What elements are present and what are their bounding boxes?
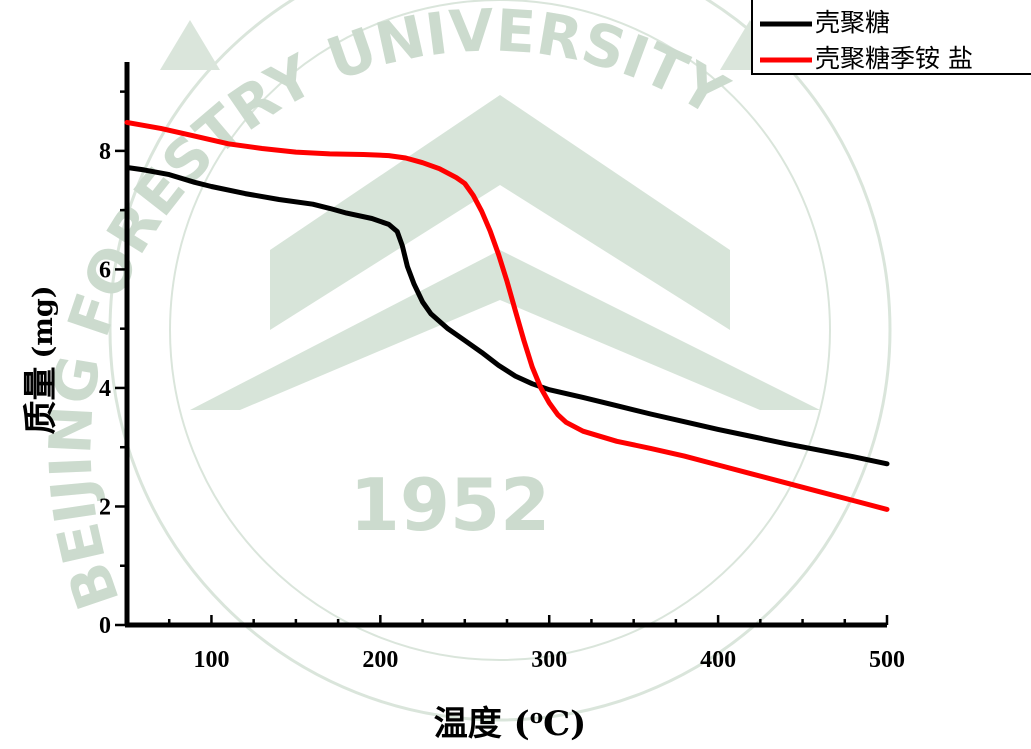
y-tick-label: 4 [99, 376, 111, 402]
legend-label-chitosan: 壳聚糖 [815, 8, 890, 37]
seal-tree-left [160, 20, 220, 70]
x-axis-title-main: 温度 ( [434, 704, 530, 744]
seal-chevron-top [270, 95, 730, 330]
y-tick-label: 6 [99, 257, 111, 283]
seal-circle [108, 0, 892, 722]
y-axis-title-main: 质量 [21, 367, 61, 435]
x-tick-label: 500 [869, 647, 905, 673]
x-axis-title-sup: o [530, 704, 543, 728]
x-tick-label: 200 [362, 647, 398, 673]
y-tick-label: 2 [99, 494, 111, 520]
seal-inner-circle [169, 0, 831, 661]
y-axis-title-unit: (mg) [28, 286, 59, 359]
series-line-chitosan [124, 165, 890, 467]
legend: 壳聚糖 壳聚糖季铵 盐 [751, 0, 1031, 75]
series-group [124, 119, 890, 512]
seal-year-text: 1952 [350, 463, 550, 547]
axes: 100 200 300 400 500 0 2 4 6 8 [99, 62, 905, 673]
x-tick-label: 300 [531, 647, 567, 673]
y-tick-label: 8 [99, 139, 111, 165]
x-tick-label: 100 [193, 647, 229, 673]
y-tick-label: 0 [99, 613, 111, 639]
university-seal-watermark: 1952 BEIJING FORESTRY UNIVERSITY [36, 0, 892, 722]
x-tick-label: 400 [700, 647, 736, 673]
legend-label-quaternary: 壳聚糖季铵 盐 [815, 44, 973, 73]
x-axis-title-tail: C) [543, 704, 586, 744]
x-axis-title: 温度 (oC) [434, 704, 586, 744]
series-line-quaternary-ammonium [124, 119, 890, 512]
y-axis-title: 质量 (mg) [21, 286, 61, 435]
